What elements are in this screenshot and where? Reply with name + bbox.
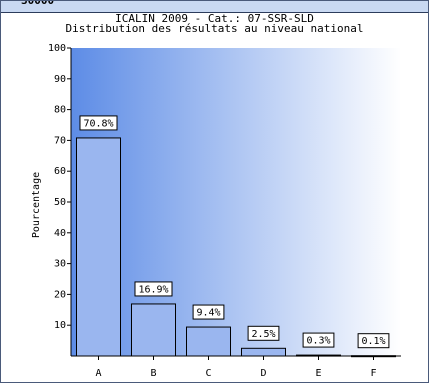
y-tick-label: 20: [54, 289, 66, 300]
y-tick-label: 80: [54, 105, 66, 116]
x-axis: A B C D E F: [71, 355, 401, 379]
chart-title-block: ICALIN 2009 - Cat.: 07-SSR-SLD Distribut…: [1, 12, 428, 35]
data-label-box: [79, 115, 118, 131]
bar: [131, 303, 176, 357]
y-tick-label: 70: [54, 135, 66, 146]
data-label: 9.4%: [196, 308, 220, 319]
y-tick-label: 50: [54, 197, 66, 208]
data-label: 0.3%: [306, 336, 330, 347]
bar: [186, 326, 231, 357]
bar: [241, 347, 286, 357]
data-label: 16.9%: [138, 284, 168, 295]
y-tick-label: 60: [54, 166, 66, 177]
y-tick-label: 10: [54, 320, 66, 331]
chart-title: ICALIN 2009 - Cat.: 07-SSR-SLD: [115, 12, 314, 25]
data-label: 0.1%: [361, 336, 385, 347]
x-tick-label: C: [205, 368, 211, 379]
chart-subtitle: Distribution des résultats au niveau nat…: [65, 22, 364, 35]
y-axis-label: Pourcentage: [31, 172, 42, 238]
bars: 70.8% 16.9% 9.4% 2.5% 0.3% 0.1%: [76, 115, 396, 358]
header-bar: 30000: [1, 1, 428, 13]
x-tick-label: E: [315, 368, 321, 379]
y-tick-label: 100: [48, 43, 66, 54]
x-tick-label: A: [95, 368, 101, 379]
y-axis: 10 20 30 40 50 60 70 80 90 100: [48, 43, 72, 356]
data-label-box: [192, 304, 225, 320]
y-tick-label: 90: [54, 74, 66, 85]
data-label-box: [302, 332, 335, 348]
data-label-box: [247, 325, 280, 341]
x-tick-label: F: [370, 368, 376, 379]
y-tick-label: 30: [54, 259, 66, 270]
data-label-box: [357, 333, 390, 349]
data-label-box: [134, 281, 173, 297]
data-label: 2.5%: [251, 329, 275, 340]
data-label: 70.8%: [83, 118, 113, 129]
bar: [76, 137, 121, 357]
x-tick-label: D: [260, 368, 266, 379]
header-text: 30000: [21, 0, 55, 7]
y-tick-label: 40: [54, 228, 66, 239]
plot-area: [71, 48, 401, 356]
x-tick-label: B: [150, 368, 156, 379]
